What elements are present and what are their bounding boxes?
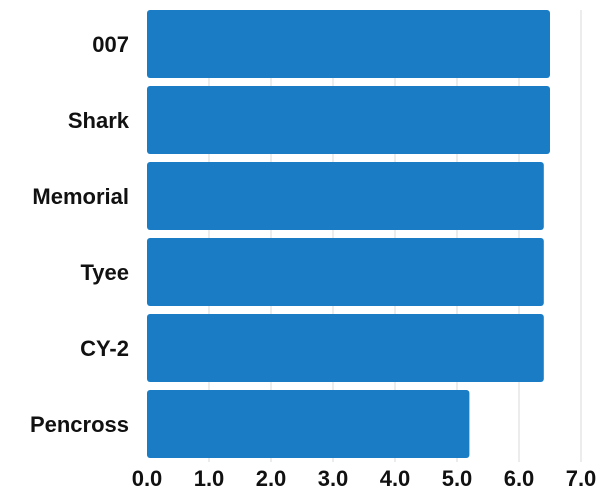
x-tick-label: 7.0 <box>566 466 597 491</box>
category-labels: 007 Shark Memorial Tyee CY-2 Pencross <box>30 32 130 437</box>
category-label: Tyee <box>80 260 129 285</box>
x-tick-label: 0.0 <box>132 466 163 491</box>
x-tick-label: 6.0 <box>504 466 535 491</box>
bar <box>147 390 470 458</box>
bar <box>147 162 544 230</box>
x-axis-tick-labels: 0.0 1.0 2.0 3.0 4.0 5.0 6.0 7.0 <box>132 466 597 491</box>
bar <box>147 10 550 78</box>
x-tick-label: 3.0 <box>318 466 349 491</box>
category-label: Shark <box>68 108 130 133</box>
x-tick-label: 2.0 <box>256 466 287 491</box>
category-label: 007 <box>92 32 129 57</box>
x-tick-label: 4.0 <box>380 466 411 491</box>
bar <box>147 238 544 306</box>
x-tick-label: 1.0 <box>194 466 225 491</box>
grid-lines <box>208 10 582 462</box>
bar <box>147 86 550 154</box>
bars <box>147 10 550 458</box>
bar <box>147 314 544 382</box>
category-label: CY-2 <box>80 336 129 361</box>
category-label: Memorial <box>32 184 129 209</box>
x-tick-label: 5.0 <box>442 466 473 491</box>
category-label: Pencross <box>30 412 129 437</box>
